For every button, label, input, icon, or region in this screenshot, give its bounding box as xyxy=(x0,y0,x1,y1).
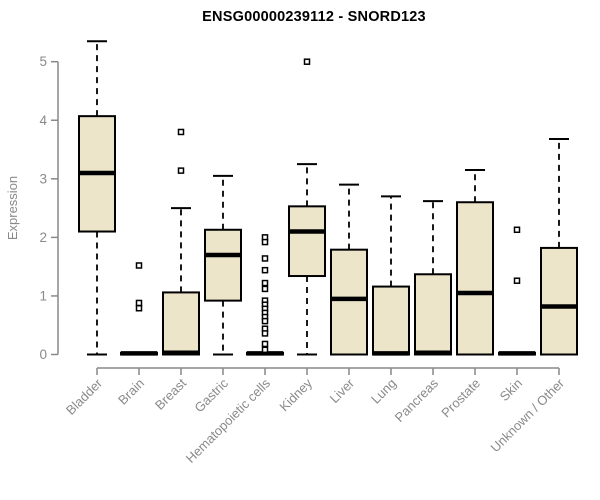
x-tick-label: Kidney xyxy=(276,375,315,414)
y-tick-label: 0 xyxy=(39,347,47,362)
box xyxy=(414,273,452,356)
x-tick-label: Brain xyxy=(115,376,147,408)
outlier-point xyxy=(261,238,269,246)
box xyxy=(540,246,578,356)
outlier-point xyxy=(261,330,269,337)
x-tick-label: Prostate xyxy=(438,376,483,421)
boxplot-column xyxy=(162,128,200,356)
y-tick-label: 3 xyxy=(39,171,47,186)
chart-title: ENSG00000239112 - SNORD123 xyxy=(202,9,426,25)
outlier-point xyxy=(177,128,185,136)
y-tick-label: 1 xyxy=(39,288,47,303)
outlier-point xyxy=(135,304,143,312)
x-tick-label: Unknown / Other xyxy=(488,375,568,455)
x-tick-label: Liver xyxy=(327,375,358,406)
x-tick-label: Bladder xyxy=(63,375,106,418)
boxplot-column xyxy=(288,58,326,356)
y-tick-label: 5 xyxy=(39,54,47,69)
outlier-point xyxy=(135,299,143,307)
box xyxy=(372,285,410,356)
outlier-point xyxy=(261,317,269,325)
outlier-point xyxy=(261,279,269,287)
x-tick-label: Breast xyxy=(152,375,189,412)
y-axis-title: Expression xyxy=(5,176,20,240)
outlier-point xyxy=(135,262,143,269)
box xyxy=(204,228,242,302)
boxplot-column xyxy=(246,234,284,356)
box xyxy=(330,248,368,356)
outlier-point xyxy=(513,226,521,234)
boxplot-column xyxy=(78,40,116,356)
boxplot-column xyxy=(540,137,578,356)
outlier-point xyxy=(261,266,269,274)
boxplot-column xyxy=(372,195,410,356)
boxplot-column xyxy=(498,226,536,356)
outlier-point xyxy=(261,255,269,262)
x-tick-label: Pancreas xyxy=(392,375,442,425)
outlier-point xyxy=(177,167,185,174)
boxplot-column xyxy=(330,183,368,356)
outlier-point xyxy=(303,58,311,65)
outlier-point xyxy=(513,277,521,284)
outlier-point xyxy=(261,340,269,348)
boxplot-column xyxy=(456,169,494,356)
boxplot-column xyxy=(414,200,452,356)
x-tick-label: Gastric xyxy=(191,375,231,415)
box xyxy=(288,205,326,278)
y-axis: 0 1 2 3 4 5 Expression xyxy=(5,54,59,362)
boxplot-column xyxy=(204,174,242,356)
x-tick-label: Skin xyxy=(497,376,525,404)
y-tick-label: 2 xyxy=(39,230,47,245)
box xyxy=(456,201,494,356)
y-tick-label: 4 xyxy=(39,113,47,128)
box xyxy=(162,291,200,356)
outlier-point xyxy=(261,346,269,354)
outlier-point xyxy=(261,285,269,293)
boxplot-column xyxy=(120,262,158,356)
x-tick-label: Lung xyxy=(368,376,399,407)
